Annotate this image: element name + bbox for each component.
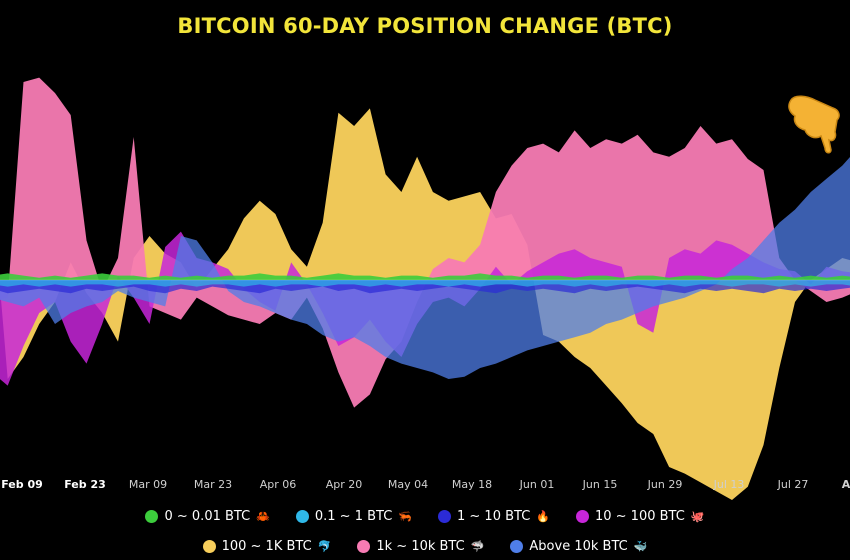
- legend-item: 0 ~ 0.01 BTC 🦀: [145, 509, 270, 524]
- x-tick-label: Jun 29: [647, 478, 683, 491]
- x-tick-label: Feb 23: [64, 478, 106, 491]
- x-tick-label: Apr 20: [326, 478, 363, 491]
- x-tick-label: Jun 01: [519, 478, 555, 491]
- legend-swatch: [145, 510, 159, 523]
- legend-item: 0.1 ~ 1 BTC 🦐: [295, 509, 412, 524]
- legend-item: 10 ~ 100 BTC 🐙: [575, 509, 705, 524]
- legend-emoji-icon: 🐙: [690, 510, 705, 523]
- legend-label: 0 ~ 0.01 BTC: [164, 509, 251, 524]
- series-area-above-10k-btc: [0, 156, 850, 379]
- legend-swatch: [575, 510, 589, 523]
- legend-item: 1 ~ 10 BTC 🔥: [438, 509, 550, 524]
- chart-title: BITCOIN 60-DAY POSITION CHANGE (BTC): [177, 14, 673, 38]
- legend-emoji-icon: 🐬: [317, 540, 332, 553]
- legend-item: 1k ~ 10k BTC 🦈: [357, 539, 484, 554]
- legend-emoji-icon: 🐳: [633, 540, 648, 553]
- pointing-hand-icon: [785, 92, 845, 154]
- series-area-100-1k-btc: [0, 108, 850, 500]
- legend-item: 100 ~ 1K BTC 🐬: [202, 539, 332, 554]
- series-layer: [0, 77, 850, 500]
- legend-item: Above 10k BTC 🐳: [510, 539, 647, 554]
- x-tick-label: Feb 09: [1, 478, 43, 491]
- x-tick-label: Jun 15: [582, 478, 618, 491]
- legend-label: 0.1 ~ 1 BTC: [314, 509, 393, 524]
- legend-row-1: 0 ~ 0.01 BTC 🦀 0.1 ~ 1 BTC 🦐 1 ~ 10 BTC 🔥 10 ~…: [0, 509, 850, 524]
- x-tick-label: May 18: [452, 478, 492, 491]
- legend-swatch: [357, 540, 371, 553]
- legend-swatch: [438, 510, 451, 523]
- legend-label: 10 ~ 100 BTC: [594, 509, 685, 524]
- x-tick-label: A: [842, 478, 850, 491]
- legend-label: 100 ~ 1K BTC: [221, 539, 312, 554]
- legend-emoji-icon: 🔥: [536, 510, 550, 523]
- x-tick-label: Apr 06: [260, 478, 297, 491]
- series-area-0-1-1-btc: [0, 280, 850, 287]
- x-tick-layer: Feb 09 Feb 23 Mar 09 Mar 23 Apr 06 Apr 20 May …: [1, 478, 850, 491]
- legend-label: 1 ~ 10 BTC: [457, 509, 531, 524]
- series-area-1k-10k-btc: [0, 77, 850, 408]
- x-tick-label: Mar 23: [194, 478, 232, 491]
- x-tick-label: Jul 27: [777, 478, 809, 491]
- legend-emoji-icon: 🦈: [470, 540, 485, 553]
- x-tick-label: Jul 13: [713, 478, 745, 491]
- legend-emoji-icon: 🦐: [398, 510, 412, 523]
- legend-emoji-icon: 🦀: [256, 510, 270, 523]
- legend-swatch: [202, 540, 216, 553]
- legend-label: 1k ~ 10k BTC: [376, 539, 465, 554]
- legend-swatch: [295, 510, 309, 523]
- series-area-0-0-01-btc: [0, 273, 850, 280]
- legend-label: Above 10k BTC: [529, 539, 628, 554]
- legend-row-2: 100 ~ 1K BTC 🐬 1k ~ 10k BTC 🦈 Above 10k BTC 🐳: [0, 539, 850, 554]
- x-tick-label: Mar 09: [129, 478, 167, 491]
- legend-swatch: [510, 540, 524, 553]
- x-tick-label: May 04: [388, 478, 428, 491]
